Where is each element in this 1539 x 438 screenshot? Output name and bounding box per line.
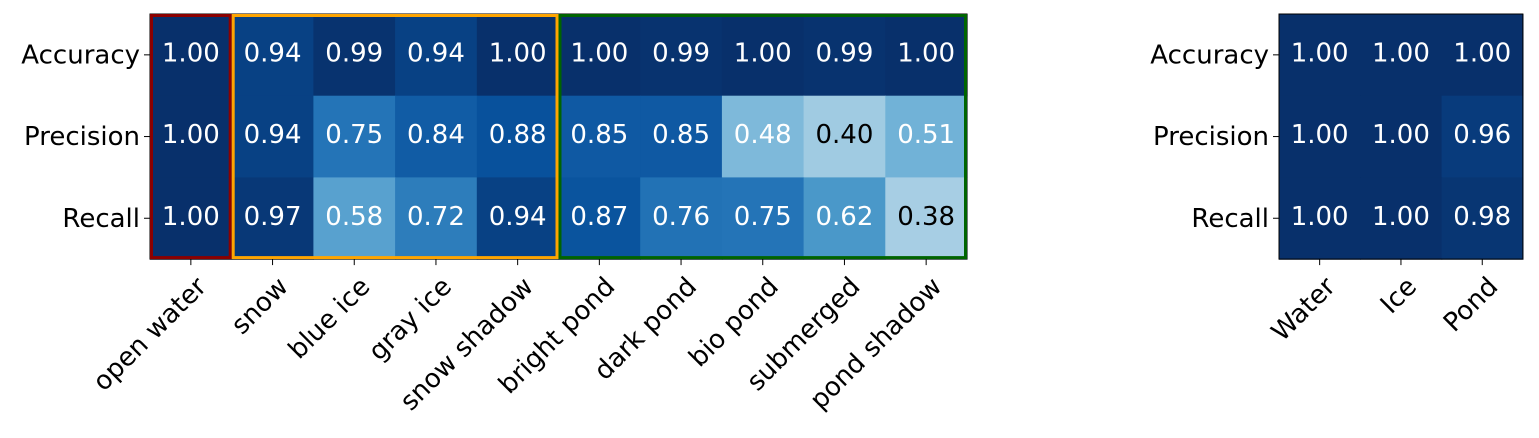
cell-value-label: 1.00 <box>162 202 220 232</box>
cell-value-label: 0.75 <box>734 202 792 232</box>
y-tick-label: Accuracy <box>21 40 140 70</box>
heatmap-cell-accuracy-submerged <box>803 14 886 97</box>
heatmap-cell-precision-dark-pond <box>640 95 723 178</box>
y-tick-label: Accuracy <box>1150 40 1269 70</box>
column-group-outline <box>231 14 559 260</box>
heatmap-cell-precision-blue-ice <box>313 95 396 178</box>
heatmap-cell-accuracy-blue-ice <box>313 14 396 97</box>
cell-value-label: 1.00 <box>1453 39 1511 69</box>
cell-value-label: 0.85 <box>570 120 628 150</box>
heatmap-cell-recall-bright-pond <box>558 177 641 260</box>
heatmap-cell-recall-pond <box>1441 177 1524 260</box>
heatmap-cell-precision-bright-pond <box>558 95 641 178</box>
heatmap-cell-accuracy-pond <box>1441 14 1524 97</box>
cell-value-label: 0.62 <box>816 202 874 232</box>
x-tick-label: Pond <box>1438 272 1504 338</box>
heatmap-cell-recall-submerged <box>803 177 886 260</box>
cell-value-label: 1.00 <box>570 39 628 69</box>
heatmap-detailed-classes: 1.00 0.94 0.99 0.94 1.00 1.00 0.99 1.00 0.99 1.00… <box>21 13 968 417</box>
cell-value-label: 1.00 <box>162 120 220 150</box>
cell-value-label: 0.38 <box>897 202 955 232</box>
y-tick-label: Precision <box>24 122 140 152</box>
x-tick-label: Ice <box>1375 272 1423 320</box>
column-group-outline <box>558 14 967 260</box>
heatmap-cell-precision-gray-ice <box>395 95 478 178</box>
heatmap-cell-accuracy-dark-pond <box>640 14 723 97</box>
heatmap-cell-precision-pond-shadow <box>885 95 968 178</box>
cell-value-label: 0.94 <box>244 120 302 150</box>
cell-value-label: 1.00 <box>489 39 547 69</box>
heatmap-cell-precision-submerged <box>803 95 886 178</box>
cell-value-label: 0.76 <box>652 202 710 232</box>
cell-value-label: 1.00 <box>1372 39 1430 69</box>
cell-value-label: 0.88 <box>489 120 547 150</box>
cell-value-label: 1.00 <box>162 39 220 69</box>
cell-value-label: 0.99 <box>652 39 710 69</box>
heatmap-cell-recall-bio-pond <box>721 177 805 260</box>
cell-value-label: 0.99 <box>325 39 383 69</box>
cell-value-label: 0.85 <box>652 120 710 150</box>
heatmap-cell-accuracy-bright-pond <box>558 14 641 97</box>
cell-value-label: 0.72 <box>407 202 465 232</box>
heatmap-cell-precision-bio-pond <box>721 95 805 178</box>
heatmap-cell-accuracy-bio-pond <box>721 14 805 97</box>
y-tick-label: Recall <box>1191 204 1269 234</box>
heatmap-cell-recall-open-water <box>150 177 233 260</box>
heatmap-cell-accuracy-snow <box>231 14 314 97</box>
column-group-outline <box>150 14 232 260</box>
cell-value-label: 0.40 <box>816 120 874 150</box>
heatmap-cell-accuracy-gray-ice <box>395 14 478 97</box>
heatmap-cell-precision-snow <box>231 95 314 178</box>
heatmap-cell-precision-ice <box>1360 95 1443 178</box>
heatmap-cell-recall-gray-ice <box>395 177 478 260</box>
cell-value-label: 0.51 <box>897 120 955 150</box>
heatmap-cell-accuracy-ice <box>1360 14 1443 97</box>
x-tick-label: blue ice <box>283 272 376 365</box>
heatmap-cell-recall-water <box>1279 177 1361 260</box>
cell-value-label: 0.75 <box>325 120 383 150</box>
cell-value-label: 1.00 <box>1291 202 1349 232</box>
cell-value-label: 0.98 <box>1453 202 1511 232</box>
x-tick-label: Water <box>1266 272 1342 348</box>
heatmap-merged-classes: 1.00 1.00 1.00 1.00 1.00 0.96 1.00 1.00 0.98 Accu… <box>1150 13 1524 348</box>
heatmap-cell-recall-snow-shadow <box>476 177 560 260</box>
cell-value-label: 1.00 <box>1372 120 1430 150</box>
heatmap-cell-recall-dark-pond <box>640 177 723 260</box>
cell-value-label: 0.87 <box>570 202 628 232</box>
heatmap-cell-recall-ice <box>1360 177 1443 260</box>
cell-value-label: 1.00 <box>897 39 955 69</box>
heatmap-cell-precision-pond <box>1441 95 1524 178</box>
cell-value-label: 0.96 <box>1453 120 1511 150</box>
cell-value-label: 0.94 <box>244 39 302 69</box>
heatmap-cell-recall-blue-ice <box>313 177 396 260</box>
cell-value-label: 0.94 <box>407 39 465 69</box>
heatmap-cell-recall-snow <box>231 177 314 260</box>
heatmap-cell-accuracy-water <box>1279 14 1361 97</box>
y-tick-label: Recall <box>62 204 140 234</box>
cell-value-label: 1.00 <box>1291 120 1349 150</box>
heatmap-cell-precision-open-water <box>150 95 233 178</box>
heatmap-cell-accuracy-snow-shadow <box>476 14 560 97</box>
y-tick-label: Precision <box>1153 122 1269 152</box>
cell-value-label: 0.84 <box>407 120 465 150</box>
heatmap-cell-recall-pond-shadow <box>885 177 968 260</box>
heatmap-cell-accuracy-pond-shadow <box>885 14 968 97</box>
cell-value-label: 0.97 <box>244 202 302 232</box>
x-tick-label: open water <box>87 272 213 398</box>
x-tick-label: snow <box>226 272 295 341</box>
heatmap-cell-precision-snow-shadow <box>476 95 560 178</box>
cell-value-label: 0.48 <box>734 120 792 150</box>
cell-value-label: 1.00 <box>734 39 792 69</box>
heatmap-cell-precision-water <box>1279 95 1361 178</box>
cell-value-label: 0.58 <box>325 202 383 232</box>
cell-value-label: 1.00 <box>1291 39 1349 69</box>
heatmap-cell-accuracy-open-water <box>150 14 233 97</box>
cell-value-label: 0.99 <box>816 39 874 69</box>
cell-value-label: 0.94 <box>489 202 547 232</box>
cell-value-label: 1.00 <box>1372 202 1430 232</box>
